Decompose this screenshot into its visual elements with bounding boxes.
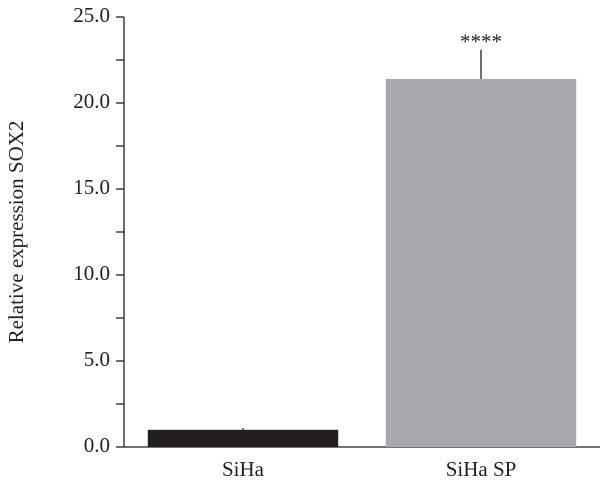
y-tick-label: 25.0: [73, 3, 110, 27]
significance-label: ****: [460, 29, 502, 53]
bar: [385, 78, 577, 448]
y-tick-label: 15.0: [73, 175, 110, 199]
x-tick-label: SiHa SP: [446, 457, 517, 481]
x-tick-label: SiHa: [222, 457, 265, 481]
y-axis-label: Relative expression SOX2: [4, 121, 28, 344]
y-tick-label: 0.0: [84, 433, 110, 457]
y-tick-label: 20.0: [73, 89, 110, 113]
y-tick-label: 5.0: [84, 347, 110, 371]
y-tick-label: 10.0: [73, 261, 110, 285]
bar: [147, 429, 339, 447]
